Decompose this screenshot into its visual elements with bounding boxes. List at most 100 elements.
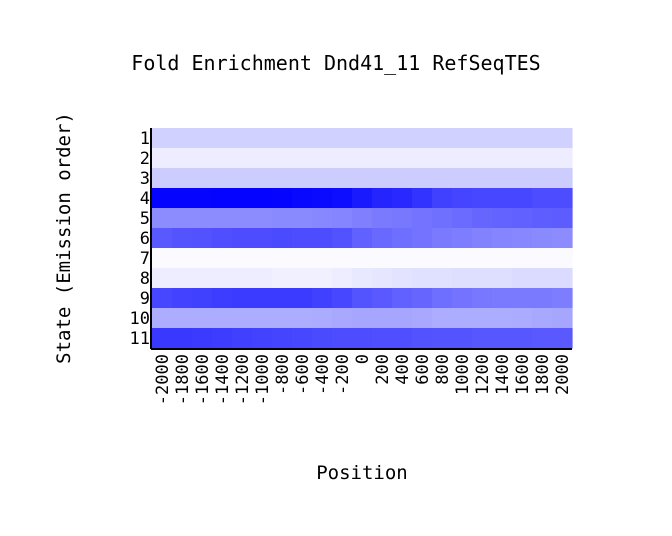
heatmap-cell xyxy=(392,148,413,169)
heatmap-cell xyxy=(272,328,293,349)
heatmap-cell xyxy=(412,148,433,169)
heatmap-cell xyxy=(312,248,333,269)
heatmap-cell xyxy=(372,268,393,289)
x-tick-label: 600 xyxy=(413,354,433,385)
heatmap-cell xyxy=(372,288,393,309)
heatmap-cell xyxy=(212,288,233,309)
heatmap-cell xyxy=(512,148,533,169)
heatmap-cell xyxy=(272,228,293,249)
heatmap-cell xyxy=(172,228,193,249)
heatmap-cell xyxy=(332,308,353,329)
heatmap-cell xyxy=(352,288,373,309)
heatmap-cell xyxy=(532,268,553,289)
heatmap-cell xyxy=(552,188,573,209)
heatmap-cell xyxy=(232,308,253,329)
x-tick-label: 0 xyxy=(353,354,373,364)
x-tick-label: -200 xyxy=(333,354,353,395)
heatmap-cell xyxy=(252,268,273,289)
heatmap-cell xyxy=(412,228,433,249)
heatmap-cell xyxy=(472,188,493,209)
heatmap-cell xyxy=(512,308,533,329)
heatmap-cell xyxy=(192,248,213,269)
heatmap-cell xyxy=(292,188,313,209)
x-tick-label: 1600 xyxy=(513,354,533,395)
x-tick-label: -1400 xyxy=(213,354,233,405)
heatmap-cell xyxy=(432,148,453,169)
heatmap-cell xyxy=(392,208,413,229)
heatmap-cell xyxy=(212,228,233,249)
heatmap-cell xyxy=(552,208,573,229)
heatmap-cell xyxy=(532,328,553,349)
y-tick-label: 1 xyxy=(140,129,150,149)
heatmap-cell xyxy=(452,248,473,269)
heatmap-cell xyxy=(172,308,193,329)
heatmap-cell xyxy=(492,328,513,349)
x-tick-label: -1000 xyxy=(253,354,273,405)
heatmap-cell xyxy=(532,228,553,249)
heatmap-cell xyxy=(492,188,513,209)
heatmap-cell xyxy=(432,308,453,329)
heatmap-cell xyxy=(412,188,433,209)
heatmap-cell xyxy=(212,168,233,189)
heatmap-cell xyxy=(272,208,293,229)
heatmap-cell xyxy=(352,328,373,349)
heatmap-cell xyxy=(272,188,293,209)
heatmap-cell xyxy=(252,168,273,189)
heatmap-cell xyxy=(272,128,293,149)
heatmap-cell xyxy=(212,148,233,169)
heatmap-cell xyxy=(292,308,313,329)
heatmap-cell xyxy=(152,248,173,269)
heatmap-cell xyxy=(412,208,433,229)
heatmap-cell xyxy=(492,208,513,229)
y-tick-label: 7 xyxy=(140,249,150,269)
y-tick-label: 2 xyxy=(140,149,150,169)
heatmap-cell xyxy=(172,168,193,189)
heatmap-cell xyxy=(152,208,173,229)
heatmap-cell xyxy=(392,268,413,289)
x-tick-label: 1400 xyxy=(493,354,513,395)
heatmap-cell xyxy=(172,328,193,349)
heatmap-cell xyxy=(352,208,373,229)
heatmap-cell xyxy=(512,188,533,209)
heatmap-cell xyxy=(552,168,573,189)
heatmap-cell xyxy=(512,328,533,349)
heatmap-cell xyxy=(532,168,553,189)
heatmap-cell xyxy=(412,268,433,289)
heatmap-cell xyxy=(552,128,573,149)
heatmap-cell xyxy=(532,248,553,269)
heatmap-cell xyxy=(452,148,473,169)
x-tick-label: -1800 xyxy=(173,354,193,405)
heatmap-cell xyxy=(472,228,493,249)
heatmap-cell xyxy=(312,148,333,169)
heatmap-cell xyxy=(412,288,433,309)
heatmap-cell xyxy=(512,228,533,249)
heatmap-cell xyxy=(272,168,293,189)
heatmap-cell xyxy=(332,248,353,269)
heatmap-cell xyxy=(492,308,513,329)
heatmap-cell xyxy=(492,288,513,309)
heatmap-cell xyxy=(212,328,233,349)
heatmap-cell xyxy=(352,188,373,209)
heatmap-cell xyxy=(172,148,193,169)
heatmap-cell xyxy=(452,288,473,309)
heatmap-cell xyxy=(332,208,353,229)
heatmap-cell xyxy=(492,248,513,269)
x-tick-label: 800 xyxy=(433,354,453,385)
heatmap-cell xyxy=(152,328,173,349)
heatmap-cell xyxy=(292,148,313,169)
heatmap-cell xyxy=(372,148,393,169)
heatmap-cell xyxy=(452,128,473,149)
heatmap-cell xyxy=(492,268,513,289)
heatmap-cell xyxy=(332,168,353,189)
heatmap-cell xyxy=(512,208,533,229)
y-tick-label: 5 xyxy=(140,209,150,229)
heatmap-cell xyxy=(292,268,313,289)
heatmap-cell xyxy=(512,248,533,269)
heatmap-cells xyxy=(152,128,573,349)
heatmap-cell xyxy=(372,248,393,269)
heatmap-cell xyxy=(192,168,213,189)
heatmap-cell xyxy=(392,168,413,189)
heatmap-cell xyxy=(332,288,353,309)
heatmap-cell xyxy=(492,148,513,169)
heatmap-cell xyxy=(372,128,393,149)
